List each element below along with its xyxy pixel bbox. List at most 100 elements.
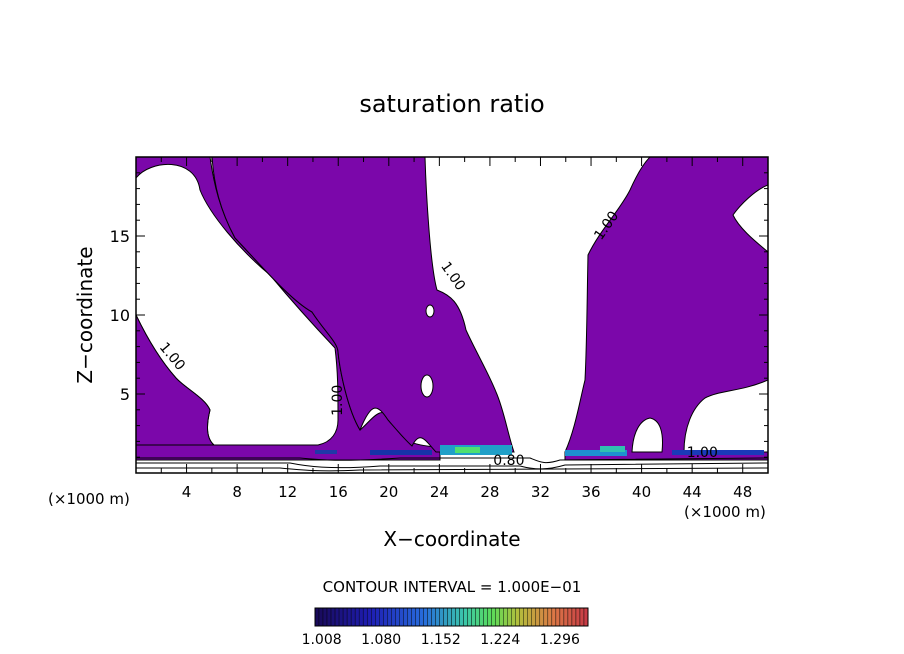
colorbar-cell <box>375 607 380 627</box>
x-unit-left: (×1000 m) <box>48 490 130 508</box>
colorbar-cell <box>419 607 424 627</box>
colorbar-cell <box>551 607 557 627</box>
colorbar-cell <box>334 607 340 627</box>
colorbar-cell <box>358 607 364 627</box>
y-tick-label: 5 <box>120 385 130 404</box>
clear-notch <box>683 379 768 453</box>
y-tick-label: 15 <box>110 227 130 246</box>
colorbar-cell <box>459 607 464 627</box>
colorbar-tick-label: 1.080 <box>361 632 401 648</box>
colorbar-cell <box>379 607 384 627</box>
x-axis-label: X−coordinate <box>383 527 520 551</box>
colorbar-ticks: 1.008 1.080 1.152 1.224 1.296 <box>302 632 580 648</box>
colorbar-cell <box>407 607 412 627</box>
colorbar-cell <box>475 607 480 627</box>
colorbar-cell <box>403 607 408 627</box>
colorbar-cell <box>342 607 348 627</box>
colorbar-cell <box>431 607 436 627</box>
x-tick-label: 32 <box>531 483 550 501</box>
colorbar-cell <box>455 607 460 627</box>
contour-label: 0.80 <box>493 453 524 469</box>
colorbar <box>314 607 589 627</box>
colorbar-cell <box>527 607 532 627</box>
colorbar-cell <box>503 607 508 627</box>
colorbar-cell <box>467 607 472 627</box>
colorbar-cell <box>443 607 448 627</box>
colorbar-tick-label: 1.008 <box>302 632 342 648</box>
colorbar-cell <box>559 607 565 627</box>
colorbar-cell <box>395 607 400 627</box>
colorbar-cell <box>415 607 420 627</box>
clear-hole <box>420 374 434 398</box>
colorbar-cell <box>330 607 336 627</box>
colorbar-cell <box>387 607 392 627</box>
supersaturated-region-leftarm <box>136 314 216 446</box>
colorbar-cell <box>399 607 404 627</box>
x-tick-label: 28 <box>480 483 499 501</box>
colorbar-cell <box>583 607 589 627</box>
colorbar-cell <box>366 607 372 627</box>
high-saturation-strip <box>672 450 764 455</box>
y-axis-label: Z−coordinate <box>73 246 97 383</box>
colorbar-cell <box>499 607 504 627</box>
ground-contour <box>136 462 768 470</box>
colorbar-cell <box>371 607 376 627</box>
colorbar-cell <box>515 607 520 627</box>
high-saturation-strip <box>370 450 432 455</box>
contour-label: 1.00 <box>437 259 468 294</box>
x-unit-right: (×1000 m) <box>684 503 766 521</box>
colorbar-cell <box>511 607 516 627</box>
x-tick-label: 24 <box>430 483 449 501</box>
colorbar-cell <box>423 607 428 627</box>
colorbar-cell <box>487 607 492 627</box>
colorbar-cell <box>354 607 360 627</box>
colorbar-cell <box>314 607 320 627</box>
colorbar-cell <box>427 607 432 627</box>
high-saturation-strip <box>455 447 480 453</box>
x-tick-label: 36 <box>581 483 600 501</box>
colorbar-cell <box>383 607 388 627</box>
x-axis: 4 8 12 16 20 24 28 32 36 40 44 48 <box>160 157 752 501</box>
colorbar-cell <box>575 607 581 627</box>
colorbar-cell <box>579 607 585 627</box>
x-tick-label: 40 <box>632 483 651 501</box>
x-tick-label: 16 <box>329 483 348 501</box>
contour-label: 1.00 <box>687 445 718 461</box>
colorbar-cell <box>519 607 524 627</box>
high-saturation-strip <box>600 446 625 452</box>
colorbar-cell <box>539 607 545 627</box>
supersaturated-region-right <box>564 157 768 461</box>
colorbar-cell <box>563 607 569 627</box>
colorbar-cell <box>391 607 396 627</box>
high-saturation-strip <box>315 450 337 454</box>
plot-area <box>136 157 768 472</box>
colorbar-cell <box>318 607 324 627</box>
colorbar-tick-label: 1.224 <box>480 632 520 648</box>
colorbar-cell <box>362 607 368 627</box>
ground-contour <box>136 457 768 464</box>
x-tick-label: 20 <box>379 483 398 501</box>
clear-notch <box>631 417 663 453</box>
colorbar-cell <box>435 607 440 627</box>
x-tick-label: 48 <box>733 483 752 501</box>
colorbar-cell <box>411 607 416 627</box>
colorbar-cell <box>471 607 476 627</box>
x-tick-label: 8 <box>232 483 242 501</box>
colorbar-cell <box>479 607 484 627</box>
colorbar-frame <box>314 607 589 627</box>
colorbar-cell <box>491 607 496 627</box>
colorbar-cell <box>507 607 512 627</box>
contour-interval: CONTOUR INTERVAL = 1.000E−01 <box>323 578 582 596</box>
contour-label: 1.00 <box>330 385 346 416</box>
colorbar-cell <box>571 607 577 627</box>
colorbar-cell <box>447 607 452 627</box>
chart-title: saturation ratio <box>359 90 544 118</box>
colorbar-cell <box>543 607 549 627</box>
colorbar-cell <box>547 607 553 627</box>
colorbar-cell <box>531 607 537 627</box>
colorbar-cell <box>567 607 573 627</box>
clear-hole <box>425 304 435 318</box>
colorbar-cell <box>338 607 344 627</box>
supersaturated-region-center <box>211 157 515 453</box>
